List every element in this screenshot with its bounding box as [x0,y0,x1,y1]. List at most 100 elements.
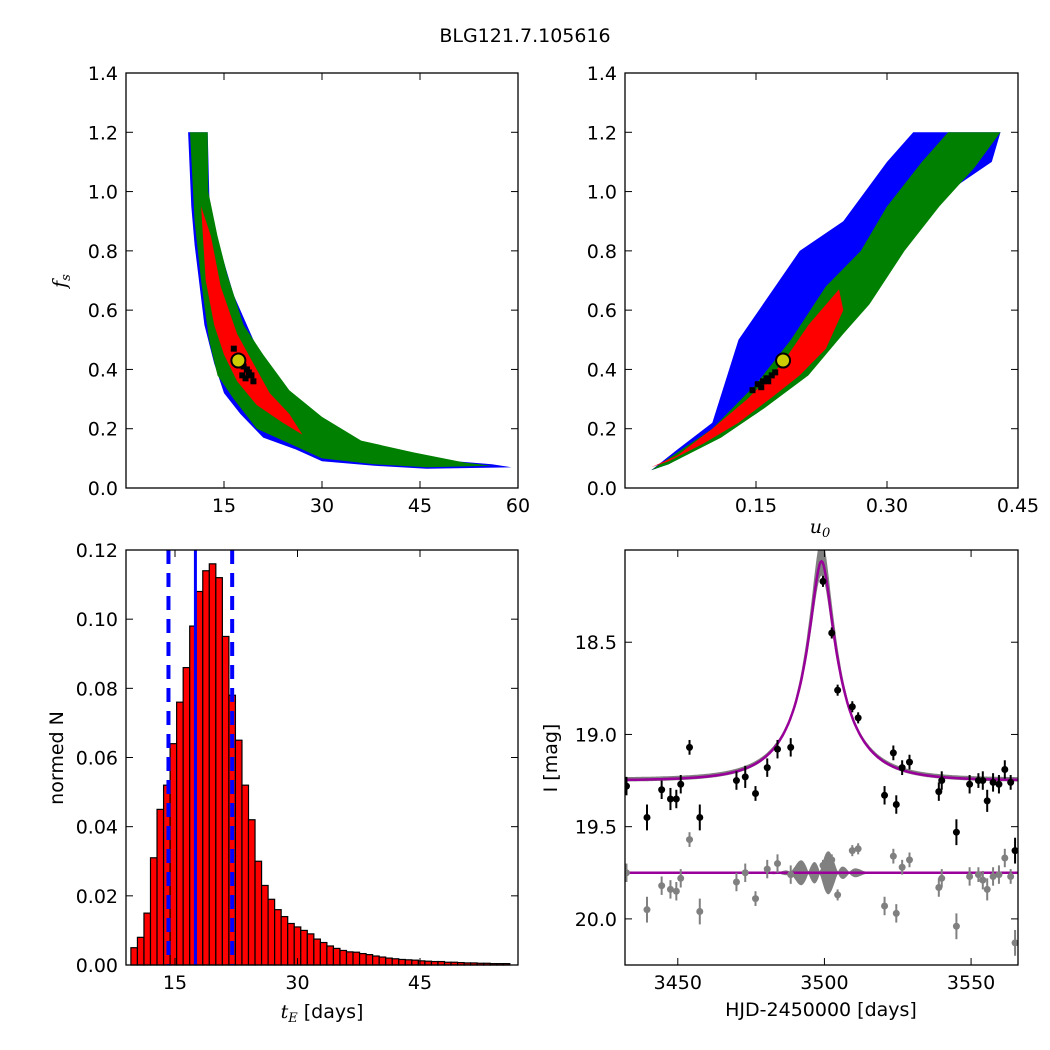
histogram-bar [385,957,393,966]
y-tick-label: 0.8 [587,241,617,263]
panel-light-curve-xlabel: HJD-2450000 [days] [725,999,917,1021]
data-point [979,777,987,785]
x-tick-label: 3500 [800,972,848,994]
xlabel-unit: [days] [304,1001,364,1023]
data-point [752,789,760,797]
x-tick-label: 45 [408,972,432,994]
x-tick-label: 30 [310,495,334,517]
x-tick-label: 15 [163,972,187,994]
data-point [763,764,771,772]
data-point [938,777,946,785]
histogram-bar [267,898,276,966]
panel-u0-fs-xlabel: u0 [810,516,831,541]
data-point [1001,765,1009,773]
panel-te-fs-best-fit [230,352,247,369]
histogram-bar [313,938,321,966]
y-tick-label: 0.00 [76,955,118,977]
best-sample-point [758,384,765,391]
y-tick-label: 0.10 [76,609,118,631]
histogram-bar [208,563,217,966]
ylabel-main: f [49,278,71,290]
panel-u0-fs-yticks: 0.0 0.2 0.4 0.6 0.8 1.0 1.2 1.4 [587,63,1018,500]
y-tick-label: 0.02 [76,886,118,908]
y-tick-label: 0.2 [88,419,118,441]
residual-point [1001,854,1009,862]
data-point [828,629,836,637]
residual-point [848,847,856,855]
x-tick-label: 60 [506,495,530,517]
data-point [1007,778,1015,786]
x-tick-label: 0.30 [866,495,908,517]
panel-light-curve-plot [625,550,1018,956]
histogram-bar [404,959,413,966]
histogram-bar [411,959,419,966]
y-tick-label: 0.0 [587,478,617,500]
data-point [666,795,674,803]
histogram-bar [143,912,152,966]
x-tick-label: 0.15 [735,495,777,517]
data-point [935,788,943,796]
panel-te-histogram-lines [166,550,235,965]
residual-point [752,895,760,903]
panel-te-fs-regions [188,132,512,469]
best-sample-point [230,345,237,352]
residual-point [787,871,795,879]
panel-u0-fs: 0.15 0.30 0.45 0.0 0.2 0.4 0.6 0.8 1.0 1.2 1.4 u0 [587,63,1039,541]
histogram-bar [221,635,230,966]
residual-point [881,902,889,910]
confidence-region-1 [190,132,492,468]
y-tick-label: 1.4 [88,63,118,85]
best-sample-point [239,372,246,379]
data-point [848,703,856,711]
residual-point [966,872,974,880]
panel-light-curve-data [625,575,1018,956]
figure-title: BLG121.7.105616 [439,25,610,47]
panel-light-curve-model [625,559,1018,875]
data-point [732,777,740,785]
y-tick-label: 1.2 [88,122,118,144]
histogram-bar [202,570,210,966]
histogram-bar [130,947,139,966]
residual-point [819,861,827,869]
y-tick-label: 0.6 [587,300,617,322]
y-tick-label: 18.5 [575,632,617,654]
residual-point [834,891,842,899]
panel-te-histogram-xticks: 15 30 45 [163,550,432,994]
y-tick-label: 0.04 [76,817,118,839]
y-tick-label: 0.08 [76,678,118,700]
confidence-region-2 [651,289,844,468]
panel-te-histogram-frame [125,549,519,966]
data-point [889,749,897,757]
histogram-bar [300,929,308,966]
data-point [892,801,900,809]
best-sample-point [754,381,761,388]
y-tick-label: 0.06 [76,748,118,770]
data-point [952,828,960,836]
x-tick-label: 45 [408,495,432,517]
best-sample-point [765,378,772,385]
x-tick-label: 30 [285,972,309,994]
histogram-bar [398,958,406,966]
histogram-bar [149,857,158,966]
histogram-bar [136,936,145,966]
histogram-bar [274,909,282,966]
residual-point [686,836,694,844]
residual-point [938,874,946,882]
data-point [905,758,913,766]
residual-point [935,884,943,892]
panel-te-fs: 15 30 45 60 0.0 0.2 0.4 0.6 0.8 1.0 1.2 1.4 fs [49,63,530,517]
histogram-bar [287,922,295,966]
panel-u0-fs-frame [624,72,1019,489]
residual-point [677,874,685,882]
histogram-bar [326,945,335,966]
xlabel-sub: E [287,1011,298,1026]
residual-point [763,865,771,873]
data-point [677,780,685,788]
y-tick-label: 0.8 [88,241,118,263]
residual-point [1011,939,1018,947]
data-point [696,813,704,821]
data-point [989,778,997,786]
panel-te-fs-yticks: 0.0 0.2 0.4 0.6 0.8 1.0 1.2 1.4 [88,63,518,500]
data-point [741,773,749,781]
histogram-bar [339,949,348,966]
